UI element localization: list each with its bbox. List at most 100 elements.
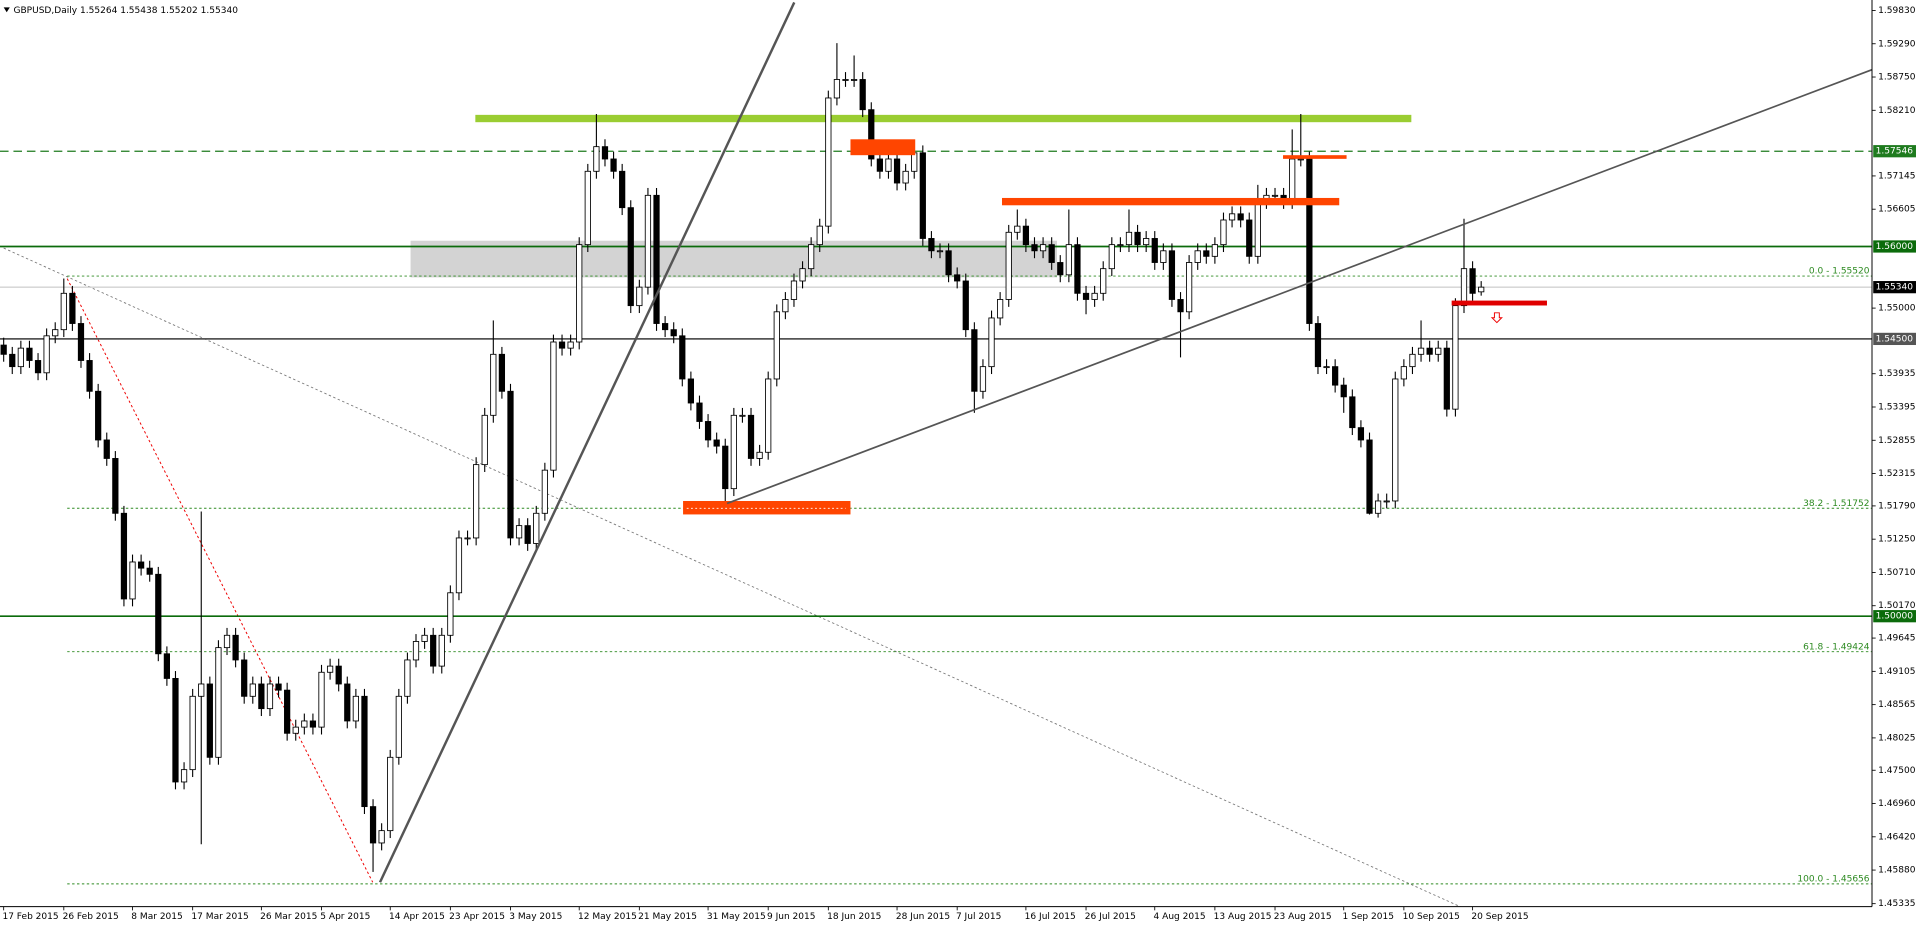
candle-body xyxy=(773,311,780,380)
candle-body xyxy=(172,678,179,783)
y-tick-label: 1.53395 xyxy=(1878,403,1915,413)
x-tick-label: 26 Feb 2015 xyxy=(63,912,119,922)
candle-body xyxy=(1057,262,1064,276)
candle-body xyxy=(1332,366,1339,386)
candle-body xyxy=(95,390,102,441)
x-tick-label: 20 Sep 2015 xyxy=(1471,912,1528,922)
candle-body xyxy=(833,79,841,99)
candle-body xyxy=(1100,268,1107,294)
chart-title: GBPUSD,Daily 1.55264 1.55438 1.55202 1.5… xyxy=(13,6,238,16)
candle-body xyxy=(292,726,299,734)
candle-body xyxy=(129,561,136,600)
candle-body xyxy=(103,439,110,459)
x-tick-label: 28 Jun 2015 xyxy=(896,912,950,922)
x-tick-label: 7 Jul 2015 xyxy=(956,912,1001,922)
candle-body xyxy=(636,286,643,307)
candle-body xyxy=(1357,427,1365,441)
candle-body xyxy=(1168,250,1176,300)
candle-body xyxy=(1469,268,1476,294)
candle-body xyxy=(1254,201,1261,257)
candle-body xyxy=(885,158,892,172)
candle-body xyxy=(902,170,909,184)
drawings xyxy=(378,1,1873,883)
level-box xyxy=(1873,240,1916,253)
candle-body xyxy=(1409,353,1416,368)
candle-body xyxy=(1074,244,1081,294)
candle-body xyxy=(1203,250,1210,257)
level-label: 1.55340 xyxy=(1876,283,1914,293)
candle-body xyxy=(0,344,7,355)
candle-body xyxy=(945,250,952,276)
candle-body xyxy=(34,360,42,374)
y-tick-label: 1.51790 xyxy=(1878,501,1916,511)
x-tick-label: 17 Feb 2015 xyxy=(2,912,58,922)
x-tick-label: 5 Apr 2015 xyxy=(320,912,370,922)
candle-body xyxy=(1005,231,1012,300)
fib-base-line xyxy=(66,278,374,883)
candle-body xyxy=(412,641,420,661)
candle-body xyxy=(189,695,196,771)
y-tick-label: 1.57145 xyxy=(1878,171,1915,181)
candle-body xyxy=(962,280,969,331)
candle-body xyxy=(43,335,50,374)
down-arrow xyxy=(1490,312,1503,324)
candle-body xyxy=(1443,347,1450,410)
candle-body xyxy=(344,683,351,722)
candle-body xyxy=(1426,347,1433,355)
candle-body xyxy=(661,323,669,331)
candle-body xyxy=(1340,384,1347,398)
y-tick-label: 1.50710 xyxy=(1878,568,1916,578)
candle-body xyxy=(26,347,33,361)
candle-body xyxy=(1349,396,1356,429)
candle-body xyxy=(335,665,342,685)
candle-body xyxy=(1211,244,1219,257)
x-tick-label: 31 May 2015 xyxy=(707,912,766,922)
candle-body xyxy=(1228,213,1236,221)
x-tick-label: 21 May 2015 xyxy=(638,912,697,922)
candle-body xyxy=(524,525,531,544)
orange-zone xyxy=(683,500,851,515)
candle-body xyxy=(352,695,359,722)
candle-body xyxy=(258,683,265,710)
x-tick-label: 23 Aug 2015 xyxy=(1274,912,1332,922)
candle-body xyxy=(112,458,119,514)
x-tick-label: 26 Jul 2015 xyxy=(1085,912,1136,922)
y-tick-label: 1.55000 xyxy=(1878,304,1916,314)
axis-labels: 1.59830 1.59290 1.58750 1.58210 1.57145 1.566… xyxy=(2,6,1916,922)
candles xyxy=(0,43,1485,872)
x-tick-label: 10 Sep 2015 xyxy=(1403,912,1460,922)
y-tick-label: 1.59830 xyxy=(1878,6,1916,16)
y-tick-label: 1.46960 xyxy=(1878,799,1916,809)
candle-body xyxy=(979,366,987,392)
candle-body xyxy=(60,292,67,331)
y-tick-label: 1.58210 xyxy=(1878,106,1916,116)
candle-body xyxy=(722,445,729,490)
x-tick-label: 18 Jun 2015 xyxy=(827,912,881,922)
candle-body xyxy=(206,683,213,758)
candle-body xyxy=(223,634,231,649)
candle-body xyxy=(421,634,428,642)
candle-body xyxy=(17,347,24,368)
x-tick-label: 1 Sep 2015 xyxy=(1343,912,1395,922)
y-tick-label: 1.50170 xyxy=(1878,601,1916,611)
candle-body xyxy=(619,170,626,209)
fib-label: 0.0 - 1.55520 xyxy=(1809,267,1870,277)
candle-body xyxy=(361,695,368,808)
candle-body xyxy=(430,634,437,667)
green-resistance-bar xyxy=(475,114,1412,123)
candle-body xyxy=(1194,250,1201,263)
candle-body xyxy=(1143,238,1150,246)
y-tick-label: 1.49645 xyxy=(1878,634,1915,644)
candle-body xyxy=(481,414,488,466)
candle-body xyxy=(739,414,746,417)
y-tick-label: 1.49105 xyxy=(1878,667,1915,677)
candle-body xyxy=(1460,268,1468,307)
candle-body xyxy=(533,512,540,544)
candle-body xyxy=(584,170,591,246)
candle-body xyxy=(653,194,660,324)
candle-body xyxy=(1323,366,1330,369)
candle-body xyxy=(515,525,523,539)
x-tick-label: 12 May 2015 xyxy=(578,912,637,922)
